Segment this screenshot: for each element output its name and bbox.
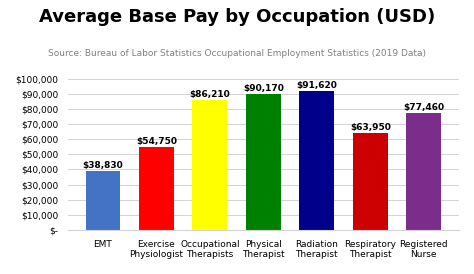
- Text: Source: Bureau of Labor Statistics Occupational Employment Statistics (2019 Data: Source: Bureau of Labor Statistics Occup…: [48, 49, 426, 58]
- Text: $91,620: $91,620: [296, 81, 337, 90]
- Bar: [353, 133, 388, 230]
- Bar: [300, 92, 334, 230]
- Text: $54,750: $54,750: [136, 137, 177, 146]
- Bar: [406, 113, 441, 230]
- Bar: [139, 147, 174, 230]
- Text: $38,830: $38,830: [82, 161, 123, 170]
- Text: Average Base Pay by Occupation (USD): Average Base Pay by Occupation (USD): [39, 8, 435, 26]
- Text: $86,210: $86,210: [190, 90, 230, 99]
- Text: $63,950: $63,950: [350, 123, 391, 132]
- Bar: [192, 100, 227, 230]
- Text: $77,460: $77,460: [403, 103, 445, 112]
- Bar: [246, 94, 281, 230]
- Text: $90,170: $90,170: [243, 84, 284, 93]
- Bar: [85, 171, 120, 230]
